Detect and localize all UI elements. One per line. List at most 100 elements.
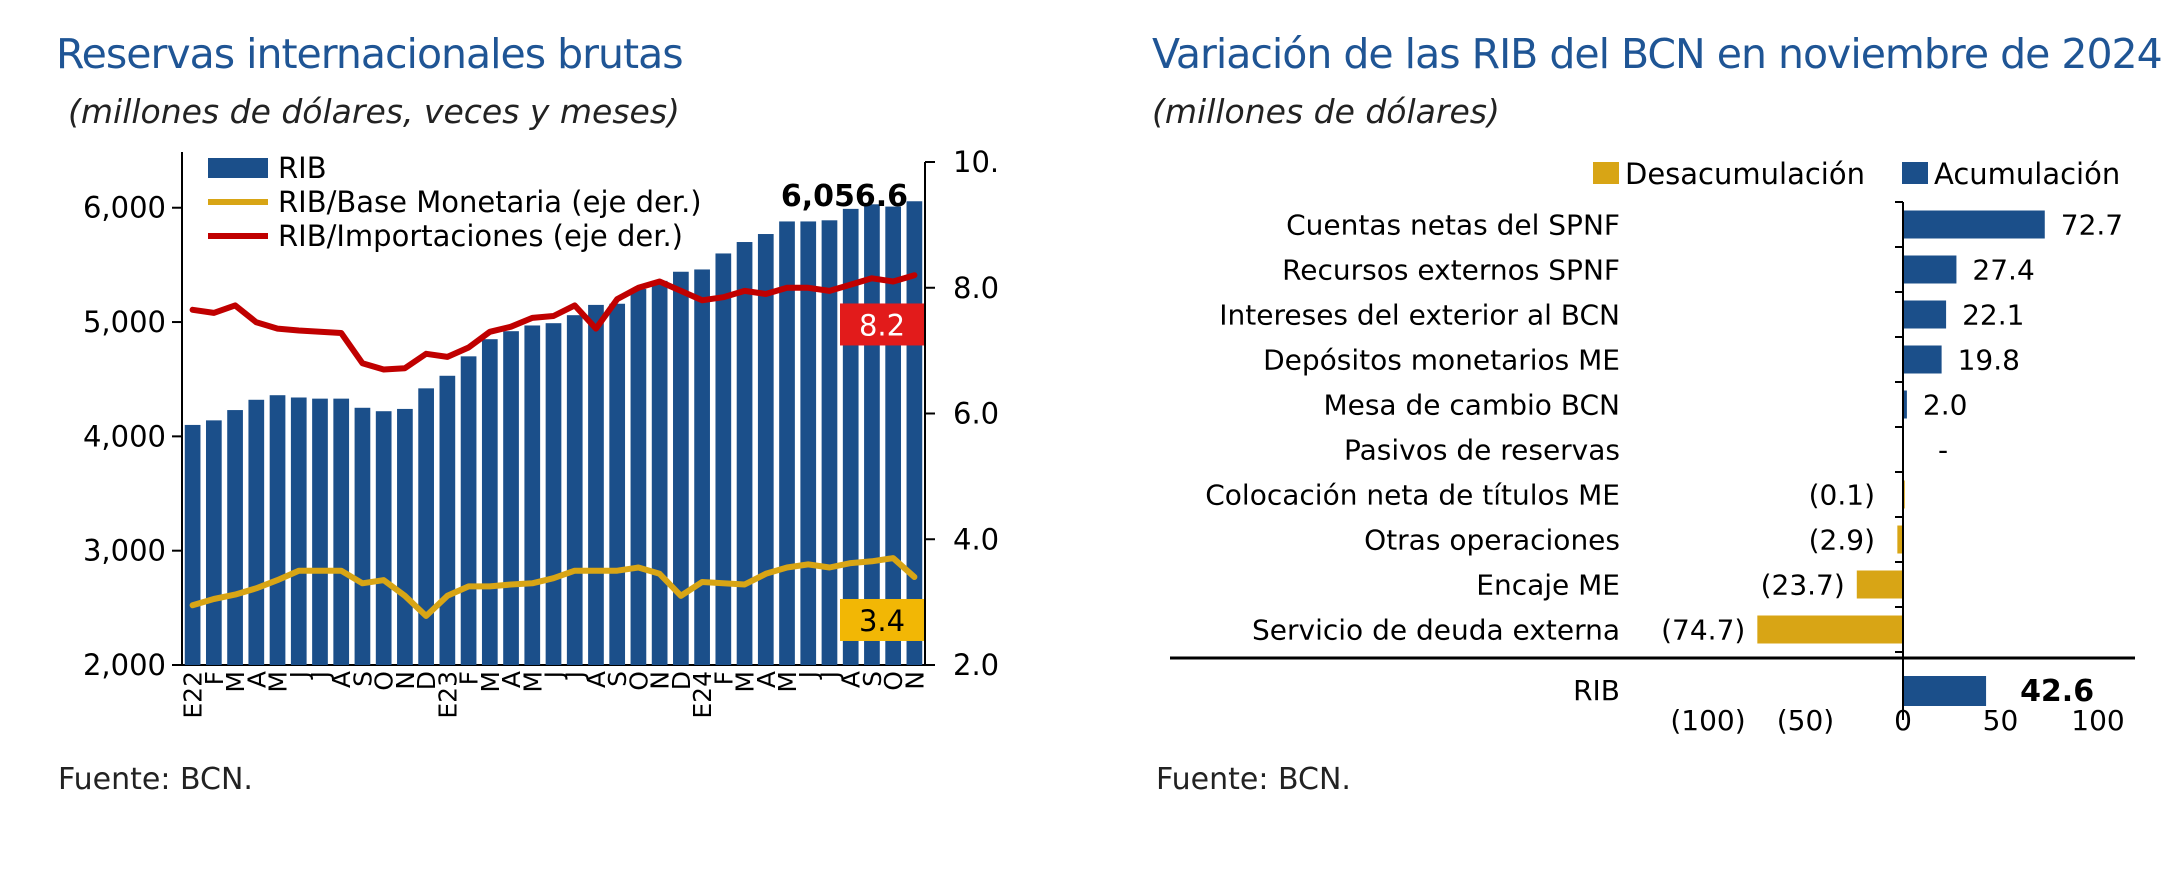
category-label: Servicio de deuda externa [1252, 614, 1620, 647]
rib-bar [821, 220, 838, 665]
x-tick-label: A [752, 671, 781, 688]
x-tick-label: D [667, 671, 696, 690]
right-chart-title: Variación de las RIB del BCN en noviembr… [1152, 30, 2163, 78]
x-tick-label: J [285, 671, 314, 680]
variation-bar [1903, 300, 1947, 329]
category-label: Cuentas netas del SPNF [1286, 209, 1620, 242]
imports-last-value-label: 8.2 [859, 308, 905, 342]
right-y-tick-label: 4.0 [953, 522, 999, 556]
x-tick-label: A [242, 671, 271, 688]
value-label: (2.9) [1809, 524, 1875, 557]
legend-label-acumulacion: Acumulación [1934, 157, 2120, 191]
x-tick-label: S [348, 671, 377, 687]
x-tick-label: E24 [688, 671, 717, 719]
imports-last-value-box [840, 303, 924, 346]
x-tick-label: M [476, 671, 505, 693]
rib-bar [481, 339, 498, 665]
rib-bar [588, 304, 604, 665]
x-tick-label: A [837, 671, 866, 688]
value-label: (74.7) [1661, 614, 1745, 647]
rib-bar [842, 208, 859, 665]
x-tick-label: N [646, 671, 675, 690]
right-chart-legend: Desacumulación Acumulación [1593, 157, 2120, 191]
rib-bar [397, 408, 413, 665]
rib-bar [906, 201, 923, 665]
rib-bar [800, 221, 817, 665]
rib-variation-chart: Desacumulación Acumulación Cuentas netas … [1170, 157, 2135, 737]
value-label: (23.7) [1761, 569, 1845, 602]
x-tick-label: A [327, 671, 356, 688]
legend-label-importaciones: RIB/Importaciones (eje der.) [278, 219, 683, 253]
value-label: (0.1) [1809, 479, 1875, 512]
rib-bar [757, 234, 774, 665]
rib-bar [418, 388, 434, 665]
x-tick-label: E23 [433, 671, 462, 719]
x-tick-label: J [306, 671, 335, 680]
total-category-label: RIB [1573, 674, 1620, 707]
category-label: Depósitos monetarios ME [1263, 344, 1620, 377]
left-y-tick-label: 6,000 [83, 191, 166, 225]
category-label: Recursos externos SPNF [1282, 254, 1620, 287]
x-tick-label: M [221, 671, 250, 693]
left-y-tick-label: 2,000 [83, 648, 166, 682]
legend-swatch-desacumulacion [1593, 162, 1619, 184]
x-tick-label: F [455, 671, 484, 685]
reserves-combo-chart: 2,000 3,000 4,000 5,000 6,000 2.0 4.0 6.0 8.0 10.… [83, 150, 1000, 719]
value-label: 22.1 [1962, 299, 2024, 332]
rib-bar [460, 356, 477, 665]
value-label: 2.0 [1923, 389, 1968, 422]
variation-bars [1757, 210, 2045, 706]
rib-last-value-label: 6,056.6 [781, 179, 908, 214]
rib-bar [333, 398, 350, 665]
rib-bar [736, 242, 753, 665]
ratio-line-series [189, 272, 918, 619]
left-chart-annotations: 6,056.6 8.2 3.4 [781, 179, 924, 641]
x-tick-label: F [709, 671, 738, 685]
x-tick-label: M [731, 671, 760, 693]
rib-bar [715, 253, 732, 666]
x-tick-label: S [858, 671, 887, 687]
left-chart-subtitle: (millones de dólares, veces y meses) [68, 92, 680, 131]
category-label: Colocación neta de títulos ME [1205, 479, 1620, 512]
variation-bar [1757, 615, 1903, 644]
x-tick-label: S [603, 671, 632, 687]
legend-label-base-monetaria: RIB/Base Monetaria (eje der.) [278, 185, 702, 219]
rib-bar [184, 424, 201, 665]
rib-bar [503, 331, 519, 665]
rib-bar [227, 410, 243, 665]
right-y-tick-label: 2.0 [953, 648, 999, 682]
left-y-tick-label: 4,000 [83, 419, 166, 453]
base-last-value-label: 3.4 [859, 604, 905, 638]
x-tick-label: M [264, 671, 293, 693]
legend-swatch-rib [208, 158, 268, 178]
x-tick-label: 50 [1983, 704, 2019, 737]
base-last-value-box [840, 598, 924, 641]
rib-bar [375, 411, 392, 665]
rib-bar [545, 323, 562, 665]
rib-bar [609, 303, 626, 665]
category-label: Intereses del exterior al BCN [1219, 299, 1620, 332]
rib-bar [885, 206, 902, 665]
rib-bar [269, 395, 286, 665]
rib-bar [694, 269, 710, 665]
value-label: 72.7 [2061, 209, 2123, 242]
x-tick-label: O [370, 671, 399, 691]
value-label: 19.8 [1958, 344, 2020, 377]
x-tick-label: O [879, 671, 908, 691]
variation-bar [1903, 390, 1907, 419]
right-y-tick-label: 6.0 [953, 397, 999, 431]
variation-bar [1903, 255, 1957, 284]
x-tick-label: A [497, 671, 526, 688]
total-bar [1903, 676, 1987, 706]
category-label: Encaje ME [1476, 569, 1620, 602]
x-tick-label: M [773, 671, 802, 693]
variation-bar [1856, 570, 1903, 599]
rib-bar [651, 280, 668, 665]
variation-bar [1903, 210, 2045, 239]
left-chart-title: Reservas internacionales brutas [56, 30, 684, 78]
value-label: - [1938, 434, 1948, 467]
x-tick-label: J [561, 671, 590, 680]
rib-bar [205, 420, 222, 665]
x-tick-label: O [624, 671, 653, 691]
